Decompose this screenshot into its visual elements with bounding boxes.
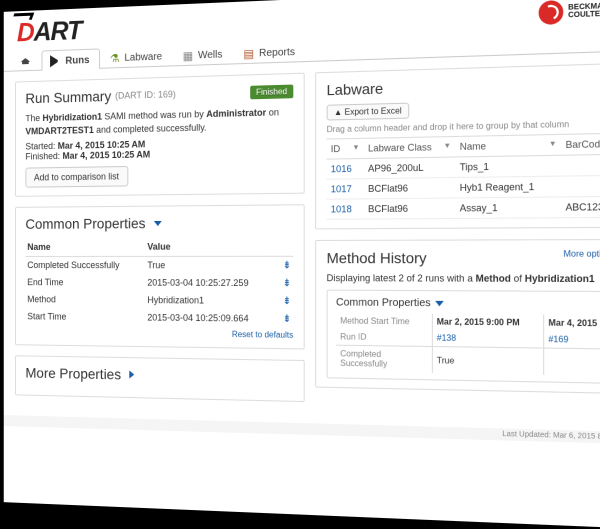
app-window: DART BECKMAN COULTER ⚙ ⇄ Runs Labware We… bbox=[4, 0, 600, 529]
lw-col-class[interactable]: Labware Class▼ bbox=[364, 136, 456, 158]
finished-label: Finished: bbox=[25, 151, 60, 162]
mh-start-label: Method Start Time bbox=[336, 313, 432, 330]
method-history-panel: More options... Method History Displayin… bbox=[315, 239, 600, 394]
labware-icon bbox=[109, 52, 121, 65]
lw-col-id[interactable]: ID▼ bbox=[327, 138, 364, 159]
add-comparison-button[interactable]: Add to comparison list bbox=[25, 166, 127, 188]
tab-labware-label: Labware bbox=[124, 51, 162, 64]
tab-reports-label: Reports bbox=[259, 46, 295, 59]
run-user: Administrator bbox=[206, 107, 266, 119]
status-badge: Finished bbox=[250, 84, 293, 99]
more-properties-panel[interactable]: More Properties bbox=[15, 355, 305, 402]
app-logo: DART bbox=[15, 15, 81, 49]
method-history-grid: Method Start Time Mar 2, 2015 9:00 PM Ma… bbox=[336, 313, 600, 376]
dart-id: (DART ID: 169) bbox=[115, 89, 176, 101]
runs-icon bbox=[50, 55, 61, 68]
pin-icon[interactable]: ⇟ bbox=[277, 310, 294, 328]
pin-icon[interactable]: ⇟ bbox=[277, 257, 294, 275]
cp-col-value: Value bbox=[145, 237, 276, 256]
cp-row: Start Time2015-03-04 10:25:09.664⇟ bbox=[25, 308, 293, 328]
tab-runs-label: Runs bbox=[65, 54, 89, 66]
mh-runid-label: Run ID bbox=[336, 329, 432, 347]
export-excel-button[interactable]: ▲ Export to Excel bbox=[327, 103, 410, 121]
tab-wells-label: Wells bbox=[198, 49, 222, 61]
reset-link-row: Reset to defaults bbox=[25, 327, 293, 340]
filter-icon[interactable]: ▼ bbox=[443, 143, 451, 151]
labware-title: Labware bbox=[327, 73, 600, 99]
common-properties-panel: Common Properties Name Value Completed S… bbox=[15, 204, 305, 349]
summary-text: The Hybridization1 SAMI method was run b… bbox=[25, 106, 293, 138]
labware-row[interactable]: 1017BCFlat96Hyb1 Reagent_1 bbox=[327, 175, 600, 199]
tab-wells[interactable]: Wells bbox=[173, 43, 233, 66]
content: Run Summary (DART ID: 169) Finished The … bbox=[4, 51, 600, 433]
logo-rest: ART bbox=[34, 15, 82, 48]
wells-icon bbox=[182, 49, 194, 62]
run-id-link[interactable]: #169 bbox=[543, 331, 600, 349]
method-name: Hybridization1 bbox=[42, 111, 102, 123]
cp-col-name: Name bbox=[25, 238, 145, 257]
cp-row: MethodHybridization1⇟ bbox=[25, 291, 293, 310]
tab-reports[interactable]: Reports bbox=[234, 40, 307, 63]
pin-icon[interactable]: ⇟ bbox=[277, 293, 294, 311]
finished-value: Mar 4, 2015 10:25 AM bbox=[63, 149, 151, 161]
run-id-link[interactable]: #138 bbox=[432, 330, 543, 348]
brand-block: BECKMAN COULTER ⚙ ⇄ bbox=[539, 0, 600, 27]
filter-icon[interactable]: ▼ bbox=[352, 144, 359, 152]
brand-line2: COULTER bbox=[568, 10, 600, 19]
tab-home[interactable] bbox=[11, 50, 41, 71]
labware-grid: ID▼ Labware Class▼ Name▼ BarCode▼ 1016AP… bbox=[327, 133, 600, 220]
common-properties-table: Name Value Completed SuccessfullyTrue⇟ E… bbox=[25, 237, 293, 328]
more-properties-header[interactable]: More Properties bbox=[25, 365, 293, 387]
common-properties-header[interactable]: Common Properties bbox=[25, 214, 293, 232]
more-options-link[interactable]: More options... bbox=[563, 249, 600, 259]
group-hint: Drag a column header and drop it here to… bbox=[327, 118, 600, 134]
run-summary-header: Run Summary (DART ID: 169) Finished bbox=[25, 82, 293, 106]
run-summary-title: Run Summary bbox=[25, 88, 111, 107]
filter-icon[interactable]: ▼ bbox=[549, 141, 557, 149]
method-history-sub: Common Properties Method Start Time Mar … bbox=[327, 290, 600, 384]
tab-labware[interactable]: Labware bbox=[100, 45, 173, 68]
labware-row[interactable]: 1018BCFlat96Assay_1ABC123 bbox=[327, 196, 600, 219]
right-column: Labware ▲ Export to Excel Drag a column … bbox=[315, 62, 600, 421]
reports-icon bbox=[243, 47, 255, 60]
labware-panel: Labware ▲ Export to Excel Drag a column … bbox=[315, 62, 600, 229]
mh-cs-label: Completed Successfully bbox=[336, 345, 432, 373]
pin-icon[interactable]: ⇟ bbox=[277, 275, 294, 293]
mh-common-props-header[interactable]: Common Properties bbox=[336, 297, 600, 311]
lw-col-name[interactable]: Name▼ bbox=[455, 134, 561, 157]
reset-defaults-link[interactable]: Reset to defaults bbox=[232, 330, 293, 340]
method-history-title: Method History bbox=[327, 249, 564, 267]
run-times: Started: Mar 4, 2015 10:25 AM Finished: … bbox=[25, 136, 293, 162]
method-history-text: Displaying latest 2 of 2 runs with a Met… bbox=[327, 273, 600, 285]
brand-text: BECKMAN COULTER bbox=[568, 2, 600, 19]
left-column: Run Summary (DART ID: 169) Finished The … bbox=[15, 73, 305, 413]
cp-row: End Time2015-03-04 10:25:27.259⇟ bbox=[25, 274, 293, 293]
cp-row: Completed SuccessfullyTrue⇟ bbox=[25, 257, 293, 275]
started-label: Started: bbox=[25, 141, 55, 152]
run-summary-panel: Run Summary (DART ID: 169) Finished The … bbox=[15, 73, 305, 197]
tab-runs[interactable]: Runs bbox=[42, 48, 101, 70]
lw-col-barcode[interactable]: BarCode▼ bbox=[561, 133, 600, 155]
home-icon bbox=[20, 55, 31, 67]
run-machine: VMDART2TEST1 bbox=[25, 124, 93, 136]
brand-icon bbox=[539, 0, 564, 24]
logo-d: D bbox=[15, 17, 34, 49]
